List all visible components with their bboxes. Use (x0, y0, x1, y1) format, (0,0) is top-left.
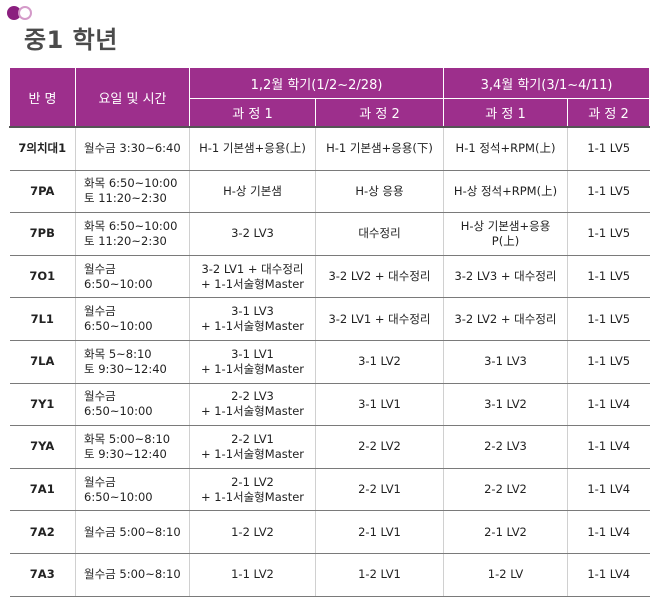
class-cell: 7의치대1 (9, 125, 76, 171)
term1-course2-cell: 2-1 LV1 (315, 510, 444, 554)
term1-course1-cell: 1-2 LV2 (189, 510, 316, 554)
term2-course2-cell: 1-1 LV5 (567, 212, 650, 256)
table-row: 7L1 월수금 6:50~10:00 3-1 LV3 + 1-1서술형Master 3… (9, 297, 650, 341)
class-cell: 7PB (9, 212, 76, 256)
table-row: 7의치대1 월수금 3:30~6:40 H-1 기본샘+응용(上) H-1 기본샘+응… (9, 125, 650, 171)
term1-course2-cell: 3-2 LV1 + 대수정리 (315, 297, 444, 341)
term2-course1-cell: H-상 정석+RPM(上) (443, 170, 568, 214)
table-row: 7LA 화목 5~8:10 토 9:30~12:40 3-1 LV1 + 1-1서술… (9, 340, 650, 384)
class-cell: 7LA (9, 340, 76, 384)
schedule-cell: 화목 6:50~10:00 토 11:20~2:30 (75, 212, 190, 256)
term2-course2-cell: 1-1 LV4 (567, 425, 650, 469)
header-class: 반 명 (9, 67, 76, 128)
term1-course2-cell: H-1 기본샘+응용(下) (315, 125, 444, 171)
schedule-cell: 월수금 5:00~8:10 (75, 553, 190, 597)
class-cell: 7Y1 (9, 383, 76, 427)
header-term1-course1: 과 정 1 (189, 98, 316, 128)
bullet-dot-icon (7, 6, 21, 20)
term2-course1-cell: 3-2 LV2 + 대수정리 (443, 297, 568, 341)
class-cell: 7A3 (9, 553, 76, 597)
class-cell: 7O1 (9, 255, 76, 299)
schedule-cell: 월수금 3:30~6:40 (75, 125, 190, 171)
table-row: 7A1 월수금 6:50~10:00 2-1 LV2 + 1-1서술형Master 2… (9, 468, 650, 512)
table-body: 7의치대1 월수금 3:30~6:40 H-1 기본샘+응용(上) H-1 기본샘+응… (9, 125, 650, 597)
header-schedule: 요일 및 시간 (75, 67, 190, 128)
class-cell: 7YA (9, 425, 76, 469)
schedule-table: 반 명 요일 및 시간 1,2월 학기(1/2~2/28) 3,4월 학기(3/… (9, 67, 650, 597)
term1-course2-cell: 3-1 LV2 (315, 340, 444, 384)
term1-course1-cell: 3-1 LV3 + 1-1서술형Master (189, 297, 316, 341)
term2-course2-cell: 1-1 LV5 (567, 255, 650, 299)
term2-course1-cell: H-1 정석+RPM(上) (443, 125, 568, 171)
term2-course2-cell: 1-1 LV5 (567, 125, 650, 171)
header-term2-course1: 과 정 1 (443, 98, 568, 128)
term1-course1-cell: 2-2 LV1 + 1-1서술형Master (189, 425, 316, 469)
schedule-cell: 월수금 6:50~10:00 (75, 383, 190, 427)
table-row: 7Y1 월수금 6:50~10:00 2-2 LV3 + 1-1서술형Master 3… (9, 383, 650, 427)
schedule-cell: 월수금 6:50~10:00 (75, 255, 190, 299)
term2-course1-cell: 2-2 LV2 (443, 468, 568, 512)
term1-course1-cell: H-1 기본샘+응용(上) (189, 125, 316, 171)
term2-course2-cell: 1-1 LV4 (567, 510, 650, 554)
schedule-cell: 월수금 6:50~10:00 (75, 468, 190, 512)
term1-course2-cell: 3-2 LV2 + 대수정리 (315, 255, 444, 299)
header-term2-course2: 과 정 2 (567, 98, 650, 128)
term1-course2-cell: 1-2 LV1 (315, 553, 444, 597)
table-row: 7A2 월수금 5:00~8:10 1-2 LV2 2-1 LV1 2-1 LV2 1-1… (9, 510, 650, 554)
schedule-cell: 화목 6:50~10:00 토 11:20~2:30 (75, 170, 190, 214)
term1-course2-cell: 대수정리 (315, 212, 444, 256)
term1-course1-cell: 1-1 LV2 (189, 553, 316, 597)
schedule-cell: 월수금 5:00~8:10 (75, 510, 190, 554)
term2-course1-cell: 1-2 LV (443, 553, 568, 597)
term1-course1-cell: 2-2 LV3 + 1-1서술형Master (189, 383, 316, 427)
schedule-cell: 월수금 6:50~10:00 (75, 297, 190, 341)
term2-course2-cell: 1-1 LV4 (567, 383, 650, 427)
term1-course2-cell: 3-1 LV1 (315, 383, 444, 427)
term1-course1-cell: 3-2 LV3 (189, 212, 316, 256)
schedule-cell: 화목 5~8:10 토 9:30~12:40 (75, 340, 190, 384)
term2-course2-cell: 1-1 LV4 (567, 468, 650, 512)
schedule-cell: 화목 5:00~8:10 토 9:30~12:40 (75, 425, 190, 469)
term1-course1-cell: 3-2 LV1 + 대수정리 + 1-1서술형Master (189, 255, 316, 299)
class-cell: 7A1 (9, 468, 76, 512)
term2-course1-cell: 3-2 LV3 + 대수정리 (443, 255, 568, 299)
bullet-ring-icon (18, 6, 32, 20)
header-term1-course2: 과 정 2 (315, 98, 444, 128)
term1-course2-cell: 2-2 LV2 (315, 425, 444, 469)
table-row: 7PB 화목 6:50~10:00 토 11:20~2:30 3-2 LV3 대수정리… (9, 212, 650, 256)
table-row: 7YA 화목 5:00~8:10 토 9:30~12:40 2-2 LV1 + 1-… (9, 425, 650, 469)
table-row: 7O1 월수금 6:50~10:00 3-2 LV1 + 대수정리 + 1-1서술형… (9, 255, 650, 299)
term1-course1-cell: H-상 기본샘 (189, 170, 316, 214)
term2-course1-cell: 3-1 LV3 (443, 340, 568, 384)
term2-course2-cell: 1-1 LV4 (567, 553, 650, 597)
term1-course2-cell: H-상 응용 (315, 170, 444, 214)
term1-course1-cell: 2-1 LV2 + 1-1서술형Master (189, 468, 316, 512)
header-term1: 1,2월 학기(1/2~2/28) (189, 67, 444, 99)
term1-course2-cell: 2-2 LV1 (315, 468, 444, 512)
term1-course1-cell: 3-1 LV1 + 1-1서술형Master (189, 340, 316, 384)
term2-course1-cell: 2-1 LV2 (443, 510, 568, 554)
title-area: 중1 학년 (0, 0, 657, 60)
header-term2: 3,4월 학기(3/1~4/11) (443, 67, 650, 99)
term2-course2-cell: 1-1 LV5 (567, 297, 650, 341)
class-cell: 7L1 (9, 297, 76, 341)
class-cell: 7PA (9, 170, 76, 214)
table-row: 7A3 월수금 5:00~8:10 1-1 LV2 1-2 LV1 1-2 LV 1-1 … (9, 553, 650, 597)
term2-course1-cell: 3-1 LV2 (443, 383, 568, 427)
term2-course1-cell: H-상 기본샘+응용P(上) (443, 212, 568, 256)
table-row: 7PA 화목 6:50~10:00 토 11:20~2:30 H-상 기본샘 H-상 … (9, 170, 650, 214)
class-cell: 7A2 (9, 510, 76, 554)
term2-course2-cell: 1-1 LV5 (567, 340, 650, 384)
term2-course2-cell: 1-1 LV5 (567, 170, 650, 214)
page-title: 중1 학년 (24, 26, 118, 54)
term2-course1-cell: 2-2 LV3 (443, 425, 568, 469)
